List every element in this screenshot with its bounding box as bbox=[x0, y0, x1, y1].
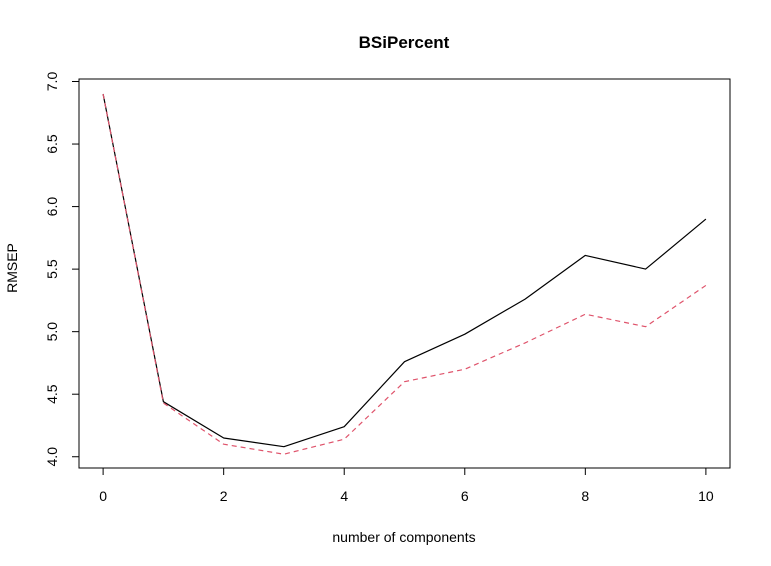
x-axis: 0 2 4 6 8 10 bbox=[99, 467, 714, 504]
y-tick-label: 4.0 bbox=[44, 447, 60, 467]
y-tick-label: 5.0 bbox=[44, 322, 60, 342]
x-tick-label: 6 bbox=[461, 488, 469, 504]
y-tick-label: 6.0 bbox=[44, 197, 60, 217]
x-axis-label: number of components bbox=[332, 529, 475, 545]
x-tick-label: 4 bbox=[340, 488, 348, 504]
y-tick-label: 5.5 bbox=[44, 259, 60, 279]
x-tick-label: 8 bbox=[581, 488, 589, 504]
y-tick-label: 7.0 bbox=[44, 72, 60, 92]
chart-title: BSiPercent bbox=[359, 33, 450, 52]
y-tick-label: 6.5 bbox=[44, 134, 60, 154]
solid-series-line bbox=[102, 93, 707, 448]
y-tick-label: 4.5 bbox=[44, 384, 60, 404]
x-tick-label: 2 bbox=[220, 488, 228, 504]
y-axis: 4.0 4.5 5.0 5.5 6.0 6.5 7.0 bbox=[44, 72, 80, 467]
x-tick-label: 0 bbox=[99, 488, 107, 504]
dashed-series-line bbox=[102, 93, 707, 455]
y-axis-label: RMSEP bbox=[4, 243, 20, 293]
series-layer bbox=[102, 93, 707, 455]
x-tick-label: 10 bbox=[698, 488, 714, 504]
